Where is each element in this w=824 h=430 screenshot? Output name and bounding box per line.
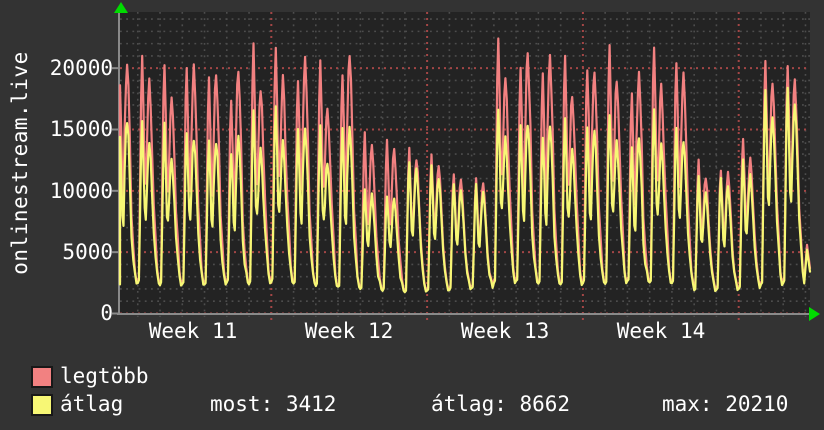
- stat-most: most: 3412: [210, 392, 337, 416]
- y-tick-label-10000: 10000: [49, 179, 113, 203]
- x-week-label-11: Week 11: [148, 319, 238, 343]
- x-week-label-13: Week 13: [460, 319, 550, 343]
- stat-max: max: 20210: [662, 392, 789, 416]
- y-tick-label-0: 0: [100, 301, 113, 325]
- legend-label-legtobb: legtöbb: [60, 364, 149, 388]
- y-tick-label-5000: 5000: [62, 240, 113, 264]
- y-tick-label-20000: 20000: [49, 56, 113, 80]
- y-tick-label-15000: 15000: [49, 117, 113, 141]
- stat-atlag: átlag: 8662: [431, 392, 571, 416]
- legend-label-atlag: átlag: [60, 392, 124, 416]
- legend-swatch-atlag: [31, 394, 53, 416]
- x-week-label-14: Week 14: [616, 319, 706, 343]
- legend-swatch-legtobb: [31, 366, 53, 388]
- x-week-label-12: Week 12: [304, 319, 394, 343]
